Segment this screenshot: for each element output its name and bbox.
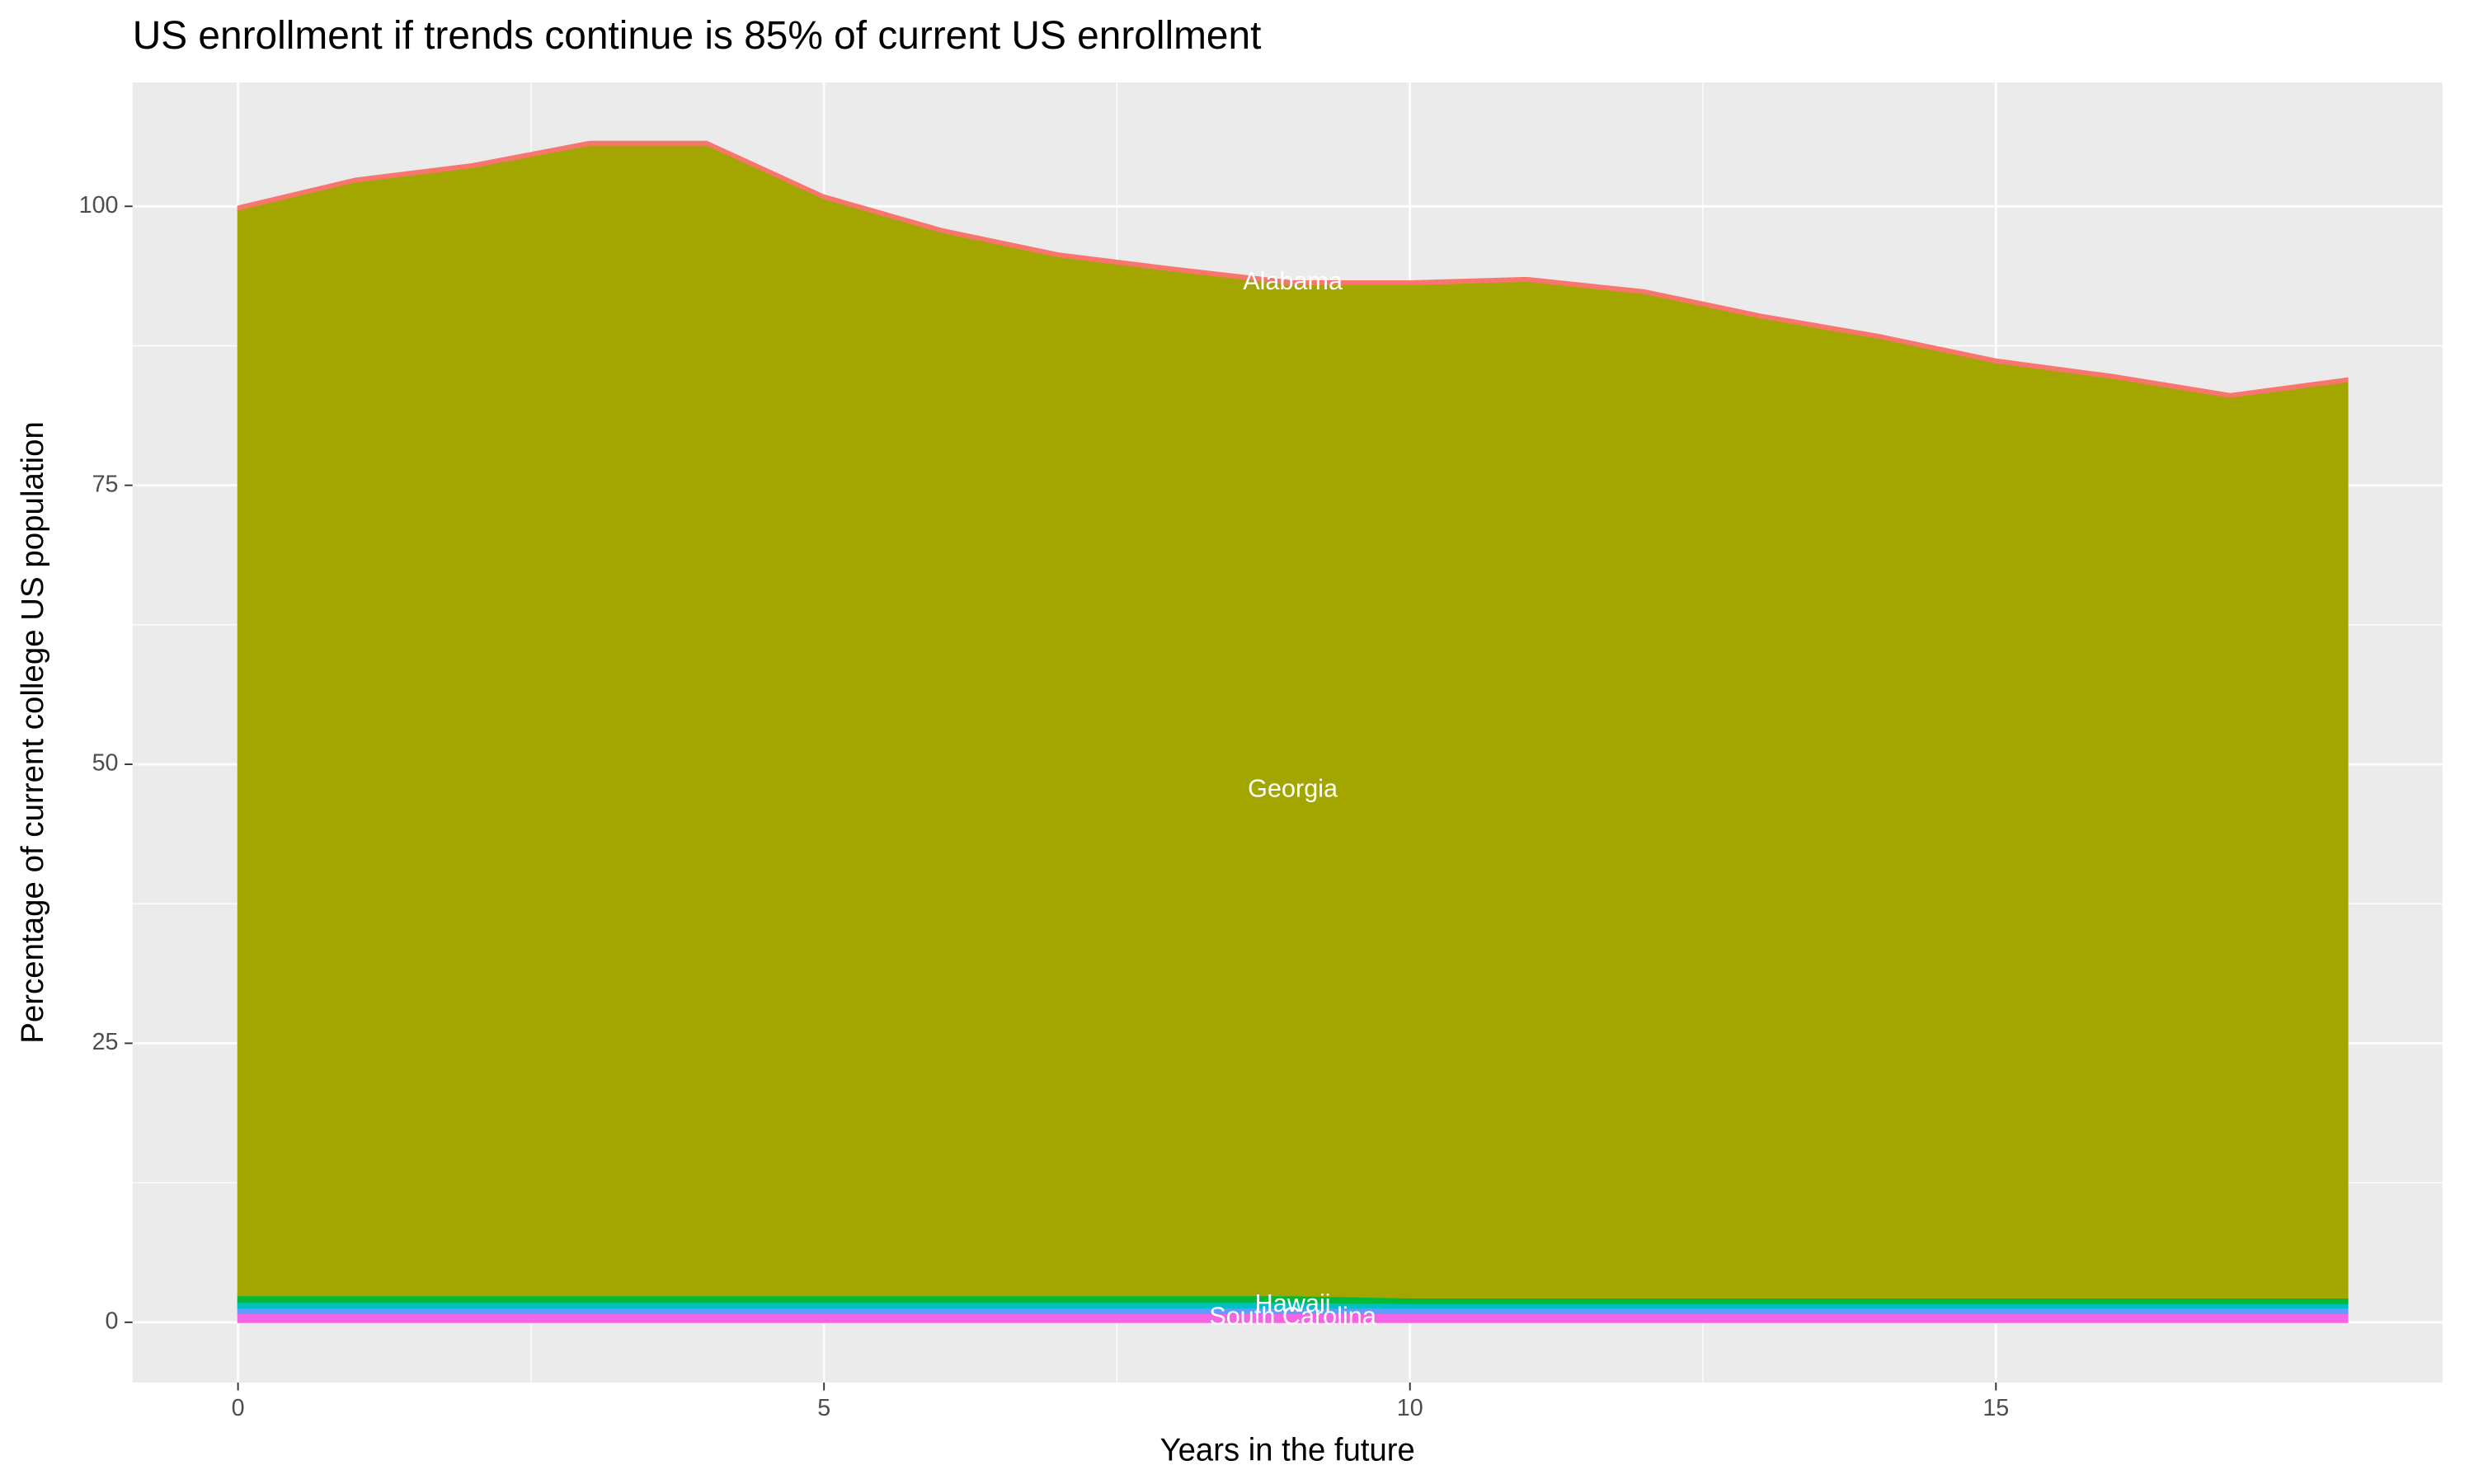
y-tick-label: 100 xyxy=(79,192,119,218)
y-tick-label: 50 xyxy=(92,750,119,777)
y-tick-label: 75 xyxy=(92,471,119,497)
series-label: Alabama xyxy=(1243,266,1343,295)
x-axis-title: Years in the future xyxy=(1160,1433,1415,1468)
y-axis-title: Percentage of current college US populat… xyxy=(15,421,50,1044)
series-label: South Carolina xyxy=(1209,1301,1376,1330)
chart-title: US enrollment if trends continue is 85% … xyxy=(133,14,1262,58)
series-label: Georgia xyxy=(1248,773,1338,802)
y-tick-label: 25 xyxy=(92,1029,119,1055)
x-tick-label: 10 xyxy=(1397,1395,1423,1421)
x-tick-label: 5 xyxy=(817,1395,830,1421)
x-tick-label: 15 xyxy=(1982,1395,2009,1421)
area xyxy=(237,140,2349,398)
series-label: Hawaii xyxy=(1255,1289,1331,1317)
x-tick-label: 0 xyxy=(232,1395,245,1421)
y-tick-label: 0 xyxy=(106,1308,119,1334)
areas xyxy=(237,140,2349,1323)
